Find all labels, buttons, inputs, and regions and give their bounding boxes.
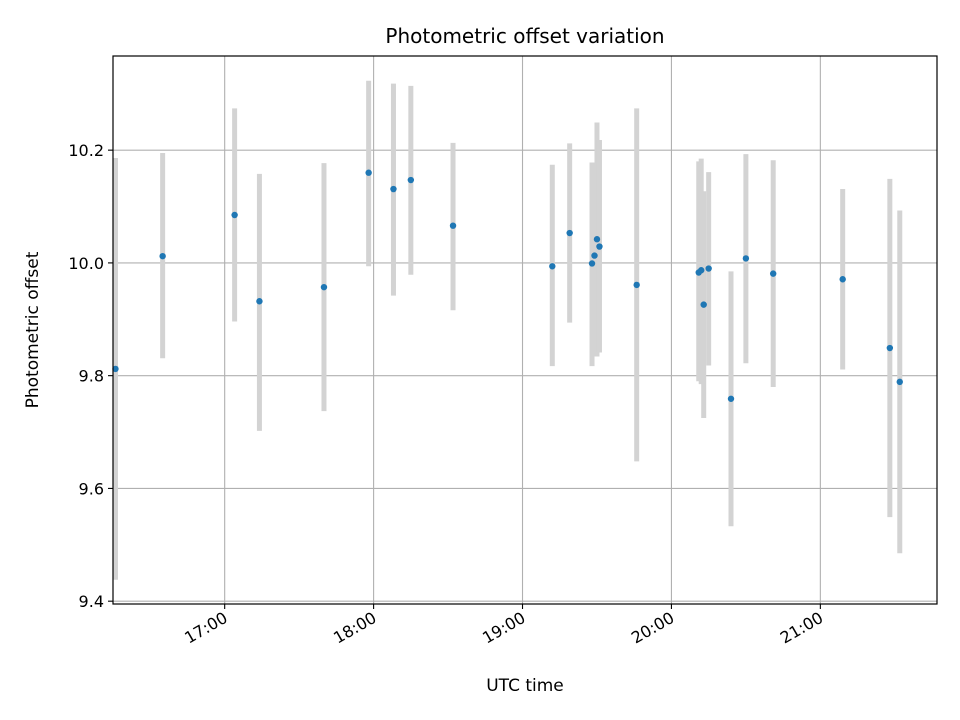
y-tick-label: 9.8: [79, 367, 104, 386]
data-point: [596, 243, 603, 250]
data-point: [705, 265, 712, 272]
data-point: [407, 176, 415, 184]
data-point: [727, 395, 735, 402]
data-point: [591, 252, 598, 259]
data-point: [549, 263, 556, 270]
data-point: [769, 270, 777, 277]
data-point: [320, 283, 328, 291]
data-point: [231, 211, 238, 219]
y-tick-label: 10.2: [68, 141, 104, 160]
y-tick-label: 9.6: [79, 479, 104, 498]
chart-title: Photometric offset variation: [385, 24, 664, 48]
y-tick-label: 9.4: [79, 592, 104, 611]
data-points: [112, 169, 903, 402]
data-point: [449, 222, 457, 229]
data-point: [700, 301, 707, 308]
data-point: [112, 365, 119, 373]
data-point: [390, 185, 397, 193]
data-point: [633, 281, 640, 289]
y-axis-ticks: 9.4 9.6 9.8 10.0 10.2: [68, 141, 113, 611]
data-point: [256, 298, 263, 305]
data-point: [839, 276, 846, 283]
x-axis-title: UTC time: [486, 676, 564, 696]
plot-frame: [112, 55, 938, 605]
y-axis-title: Photometric offset: [23, 251, 43, 408]
data-point: [365, 169, 372, 176]
grid-lines: [113, 56, 937, 604]
data-point: [566, 229, 573, 237]
data-point: [698, 267, 705, 274]
data-point: [886, 344, 894, 352]
data-point: [742, 255, 750, 262]
y-tick-label: 10.0: [68, 254, 104, 273]
data-point: [588, 260, 596, 267]
data-point: [896, 378, 903, 386]
data-point: [593, 236, 601, 243]
data-point: [159, 252, 166, 260]
